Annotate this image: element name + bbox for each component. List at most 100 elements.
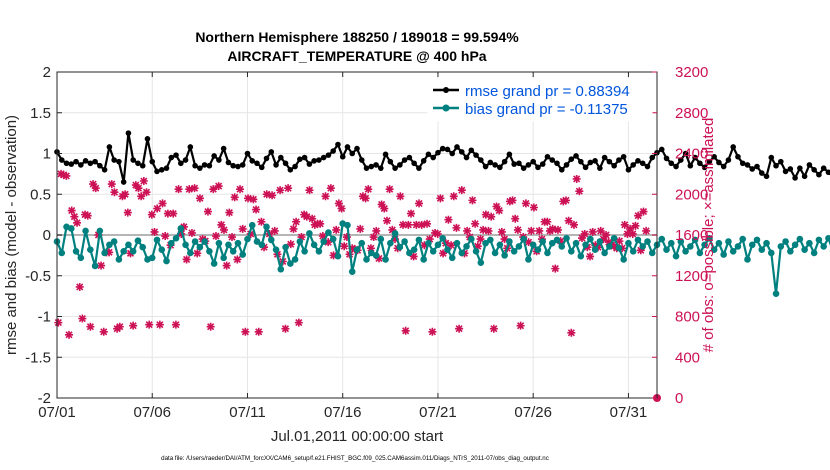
- x-tick-label: 07/21: [419, 404, 457, 421]
- legend-rmse-label: rmse grand pr = 0.88394: [465, 83, 630, 100]
- obs-count-point: [567, 328, 576, 337]
- bias-point: [491, 249, 499, 257]
- rmse-point: [506, 151, 513, 158]
- bias-point: [801, 246, 808, 253]
- bias-point: [420, 256, 427, 263]
- bias-point: [529, 241, 537, 249]
- obs-count-point: [318, 232, 327, 241]
- obs-count-point: [626, 224, 635, 233]
- rmse-point: [706, 158, 713, 165]
- rmse-point: [449, 150, 456, 157]
- bias-point: [301, 248, 308, 255]
- bias-point: [667, 239, 675, 247]
- bias-point: [401, 238, 408, 245]
- obs-count-point: [428, 327, 437, 336]
- obs-count-point: [260, 243, 269, 252]
- obs-count-point: [455, 324, 464, 333]
- bias-point: [539, 238, 547, 245]
- obs-count-point: [297, 233, 306, 242]
- bias-point: [520, 235, 527, 243]
- rmse-point: [820, 165, 827, 171]
- obs-count-point: [473, 242, 482, 251]
- bias-point: [696, 249, 704, 257]
- bias-point: [363, 256, 370, 263]
- bias-point: [391, 230, 399, 237]
- x-tick-label: 07/26: [514, 404, 552, 421]
- bias-point: [567, 248, 575, 255]
- obs-count-point: [126, 249, 135, 258]
- bias-point: [329, 235, 337, 243]
- obs-count-point: [270, 226, 279, 235]
- obs-count-point: [377, 200, 386, 209]
- rmse-series-layer: [54, 130, 830, 185]
- y-tick-label: -1.5: [25, 349, 51, 366]
- obs-count-point: [337, 204, 346, 213]
- obs-count-point: [623, 229, 632, 238]
- obs-count-point: [254, 327, 263, 336]
- obs-count-point: [249, 195, 258, 204]
- obs-count-point: [553, 225, 562, 234]
- rmse-point: [325, 152, 332, 158]
- bias-point: [110, 238, 118, 245]
- bias-point: [67, 225, 75, 232]
- bias-point: [748, 241, 756, 249]
- obs-count-point: [556, 237, 565, 246]
- obs-count-point: [543, 217, 552, 226]
- obs-count-point: [631, 221, 640, 230]
- rmse-point: [144, 136, 151, 142]
- rmse-point: [458, 149, 465, 155]
- rmse-point: [230, 162, 236, 169]
- rmse-point: [344, 144, 351, 150]
- bias-point: [287, 260, 294, 267]
- bias-point: [634, 236, 642, 244]
- obs-count-point: [206, 322, 215, 331]
- bias-point: [487, 236, 494, 244]
- obs-count-point: [62, 171, 71, 180]
- obs-count-point: [289, 224, 298, 233]
- rmse-point: [673, 163, 679, 170]
- rmse-point: [139, 162, 146, 169]
- bias-point: [382, 256, 389, 263]
- rmse-point: [168, 154, 175, 161]
- obs-count-point: [238, 224, 247, 233]
- bias-point: [501, 252, 508, 259]
- bias-point: [458, 249, 466, 257]
- obs-count-point: [396, 192, 405, 201]
- obs-count-point: [463, 226, 472, 235]
- rmse-point: [73, 158, 79, 165]
- obs-count-point: [83, 211, 92, 220]
- obs-count-point: [399, 220, 408, 229]
- obs-count-point: [244, 194, 253, 203]
- bias-point: [739, 235, 747, 243]
- rmse-point: [87, 160, 94, 167]
- rmse-point: [520, 165, 527, 171]
- rmse-point: [592, 158, 598, 164]
- obs-count-point: [91, 184, 100, 193]
- bias-point: [763, 239, 770, 247]
- rmse-point: [763, 173, 770, 180]
- bias-point: [453, 239, 461, 247]
- bias-point: [415, 236, 423, 244]
- x-axis-label: Jul.01,2011 00:00:00 start: [271, 428, 444, 445]
- obs-count-point: [385, 185, 394, 194]
- bias-point: [477, 259, 485, 267]
- rmse-point: [216, 157, 222, 163]
- bias-point: [548, 239, 556, 247]
- bias-point: [82, 227, 89, 235]
- rmse-point: [182, 157, 189, 163]
- obs-count-point: [163, 209, 172, 218]
- obs-count-point: [372, 226, 381, 235]
- obs-count-point: [412, 220, 421, 229]
- obs-count-point: [190, 184, 199, 193]
- bias-point: [510, 248, 518, 255]
- rmse-point: [78, 162, 84, 168]
- obs-count-point: [508, 196, 517, 205]
- bias-point: [677, 238, 685, 245]
- y-tick-label: 2: [43, 64, 51, 81]
- rmse-point: [311, 158, 317, 164]
- obs-count-point: [324, 238, 333, 247]
- rmse-point: [758, 170, 765, 176]
- obs-count-point: [634, 211, 643, 220]
- bias-point: [196, 243, 204, 251]
- rmse-point: [639, 160, 646, 167]
